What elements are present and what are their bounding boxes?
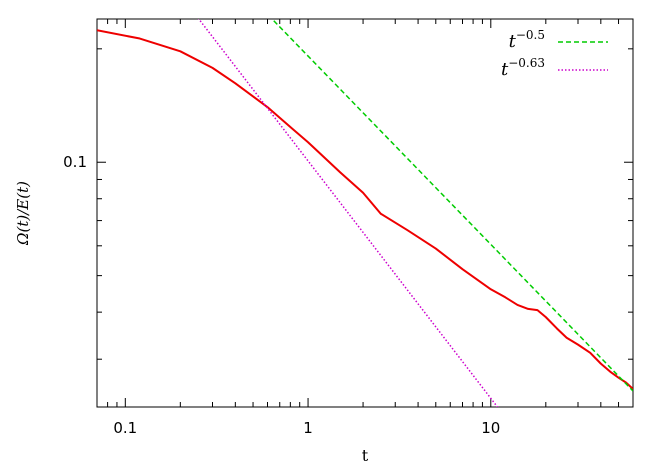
x-tick-label: 10 bbox=[481, 419, 500, 437]
x-tick-label: 1 bbox=[303, 419, 313, 437]
series-group bbox=[97, 19, 633, 407]
legend: t−0.5 t−0.63 bbox=[501, 28, 608, 80]
legend-exp-1: −0.5 bbox=[516, 28, 545, 42]
legend-base-1: t bbox=[509, 31, 517, 52]
legend-base-2: t bbox=[501, 59, 509, 80]
y-axis-title: Ω(t)/E(t) bbox=[14, 181, 32, 246]
series-t-0.63-line bbox=[197, 19, 499, 407]
series-measured-line bbox=[97, 29, 633, 390]
x-axis-ticks: 0.1 1 10 bbox=[96, 19, 634, 437]
x-tick-label: 0.1 bbox=[113, 419, 137, 437]
y-axis-ticks: 0.1 bbox=[63, 48, 633, 360]
plot-frame bbox=[96, 18, 634, 408]
legend-exp-2: −0.63 bbox=[508, 56, 545, 70]
x-axis-title: t bbox=[362, 446, 369, 465]
legend-label-t-0.63: t−0.63 bbox=[501, 56, 545, 80]
legend-label-t-0.5: t−0.5 bbox=[509, 28, 545, 52]
y-tick-label: 0.1 bbox=[63, 153, 87, 171]
series-t-0.5-line bbox=[271, 19, 633, 392]
